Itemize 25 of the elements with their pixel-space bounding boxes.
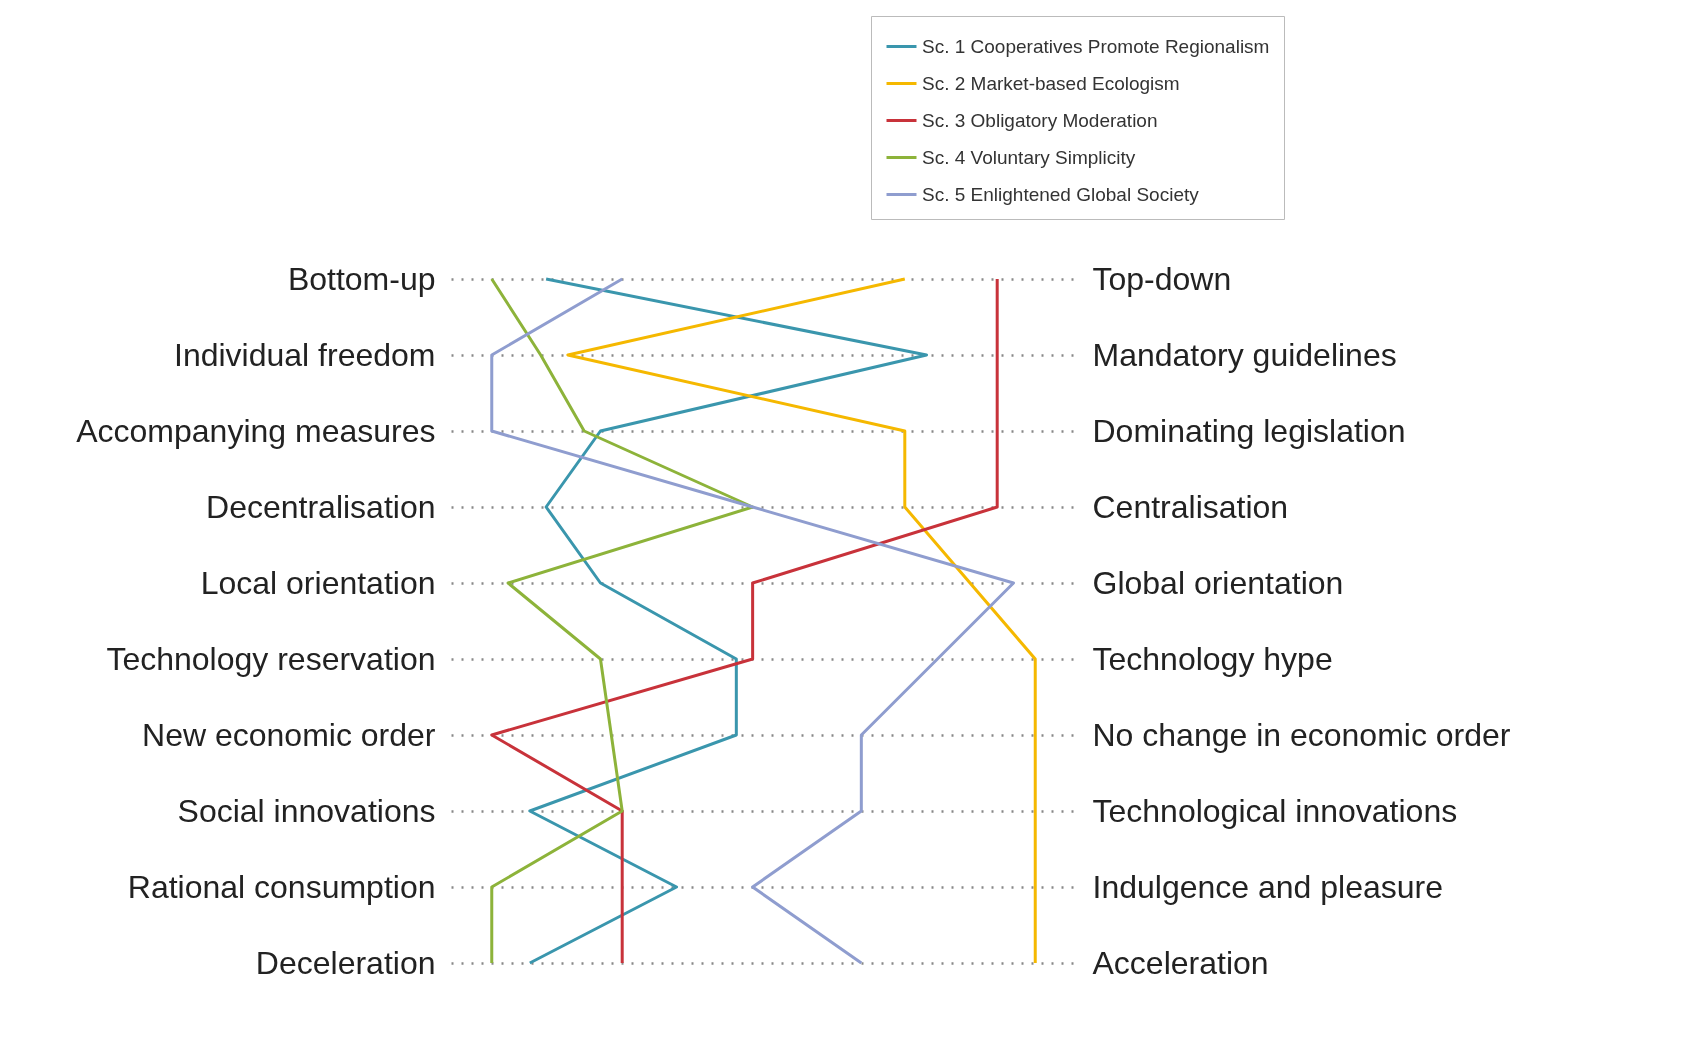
y2-tick-label: Technology hype bbox=[1092, 640, 1333, 677]
y-tick-label: Bottom-up bbox=[287, 260, 436, 297]
y2-tick-label: Centralisation bbox=[1092, 488, 1289, 525]
y2-tick-label: Technological innovations bbox=[1092, 792, 1458, 829]
y-tick-label: Accompanying measures bbox=[76, 412, 436, 449]
y-tick-label: Individual freedom bbox=[174, 336, 436, 373]
y-tick-label: Rational consumption bbox=[127, 868, 436, 905]
y2-tick-label: Acceleration bbox=[1092, 944, 1269, 981]
legend-label: Sc. 3 Obligatory Moderation bbox=[922, 109, 1158, 131]
y2-tick-label: Dominating legislation bbox=[1092, 412, 1406, 449]
legend-label: Sc. 2 Market-based Ecologism bbox=[922, 72, 1180, 94]
y2-tick-label: No change in economic order bbox=[1092, 716, 1511, 753]
y-tick-label: Local orientation bbox=[200, 564, 436, 601]
y2-tick-label: Global orientation bbox=[1092, 564, 1344, 601]
legend-label: Sc. 4 Voluntary Simplicity bbox=[922, 146, 1136, 168]
y-tick-label: Social innovations bbox=[177, 792, 436, 829]
y2-tick-label: Mandatory guidelines bbox=[1092, 336, 1397, 373]
y2-tick-label: Top-down bbox=[1092, 260, 1232, 297]
legend-label: Sc. 5 Enlightened Global Society bbox=[922, 183, 1200, 205]
y-tick-label: Decentralisation bbox=[206, 488, 436, 525]
y-tick-label: New economic order bbox=[142, 716, 436, 753]
y-tick-label: Technology reservation bbox=[106, 640, 436, 677]
legend-label: Sc. 1 Cooperatives Promote Regionalism bbox=[922, 35, 1270, 57]
y-tick-label: Deceleration bbox=[255, 944, 436, 981]
y2-tick-label: Indulgence and pleasure bbox=[1092, 868, 1443, 905]
